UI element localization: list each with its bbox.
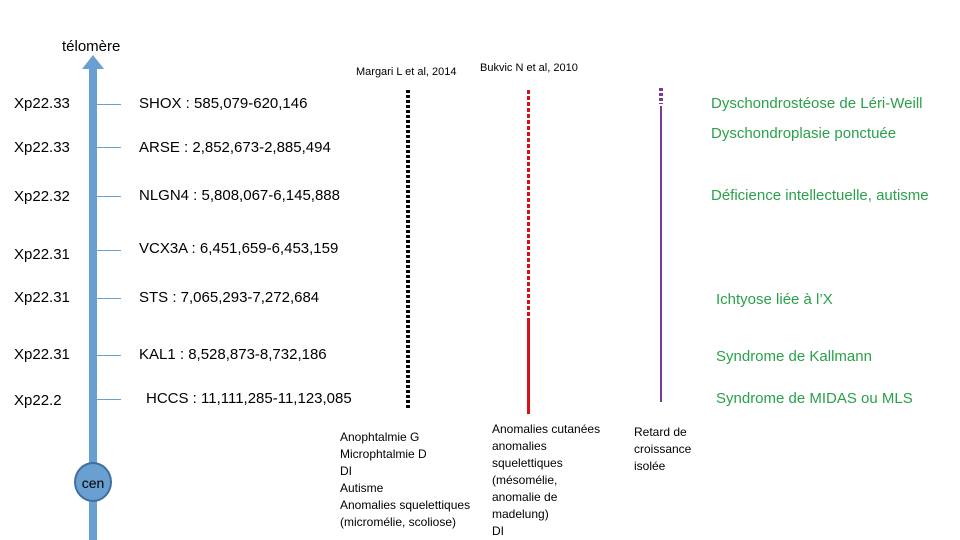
band-tick	[97, 250, 121, 251]
deletion-line-margari	[406, 90, 410, 410]
disease-label: Syndrome de MIDAS ou MLS	[716, 390, 913, 407]
band-tick	[97, 147, 121, 148]
phenotype-margari: Anophtalmie G Microphtalmie D DI Autisme…	[340, 430, 471, 529]
phenotype-patient: Retard de croissance isolée	[634, 425, 692, 473]
band-label: Xp22.32	[14, 188, 70, 205]
telomere-label: télomère	[62, 38, 121, 55]
deletion-line-patient-dashed	[659, 88, 663, 104]
band-tick	[97, 196, 121, 197]
disease-label: Syndrome de Kallmann	[716, 348, 872, 365]
gene-label: HCCS : 11,111,285-11,123,085	[146, 390, 352, 407]
band-tick	[97, 104, 121, 105]
deletion-line-patient-solid	[660, 106, 662, 402]
telomere-arrow-icon	[82, 55, 104, 69]
centromere: cen	[74, 462, 112, 502]
gene-label: SHOX : 585,079-620,146	[139, 95, 308, 112]
source-margari: Margari L et al, 2014	[356, 66, 457, 78]
phenotype-bukvic: Anomalies cutanées anomalies squelettiqu…	[492, 422, 601, 538]
band-label: Xp22.33	[14, 95, 70, 112]
disease-label: Dyschondroplasie ponctuée	[711, 125, 897, 142]
band-tick	[97, 355, 121, 356]
disease-label: Dyschondrostéose de Léri-Weill	[711, 95, 923, 112]
source-bukvic: Bukvic N et al, 2010	[480, 62, 578, 74]
disease-label: Déficience intellectuelle, autisme	[711, 187, 929, 204]
band-label: Xp22.33	[14, 139, 70, 156]
band-label: Xp22.2	[14, 392, 62, 409]
deletion-line-bukvic-solid	[527, 320, 530, 414]
gene-label: ARSE : 2,852,673-2,885,494	[139, 139, 331, 156]
band-tick	[97, 399, 121, 400]
gene-label: KAL1 : 8,528,873-8,732,186	[139, 346, 327, 363]
chromosome-axis	[89, 66, 97, 540]
gene-label: NLGN4 : 5,808,067-6,145,888	[139, 187, 340, 204]
deletion-line-bukvic-dashed	[527, 90, 530, 320]
band-tick	[97, 298, 121, 299]
gene-label: VCX3A : 6,451,659-6,453,159	[139, 240, 339, 257]
band-label: Xp22.31	[14, 346, 70, 363]
gene-label: STS : 7,065,293-7,272,684	[139, 289, 320, 306]
band-label: Xp22.31	[14, 289, 70, 306]
disease-label: Ichtyose liée à l’X	[716, 291, 833, 308]
band-label: Xp22.31	[14, 246, 70, 263]
centromere-label: cen	[81, 475, 105, 491]
